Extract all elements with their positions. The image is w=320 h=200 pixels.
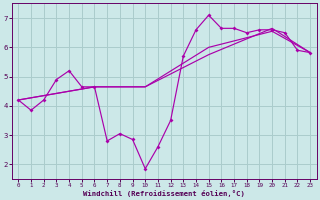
X-axis label: Windchill (Refroidissement éolien,°C): Windchill (Refroidissement éolien,°C) <box>83 190 245 197</box>
